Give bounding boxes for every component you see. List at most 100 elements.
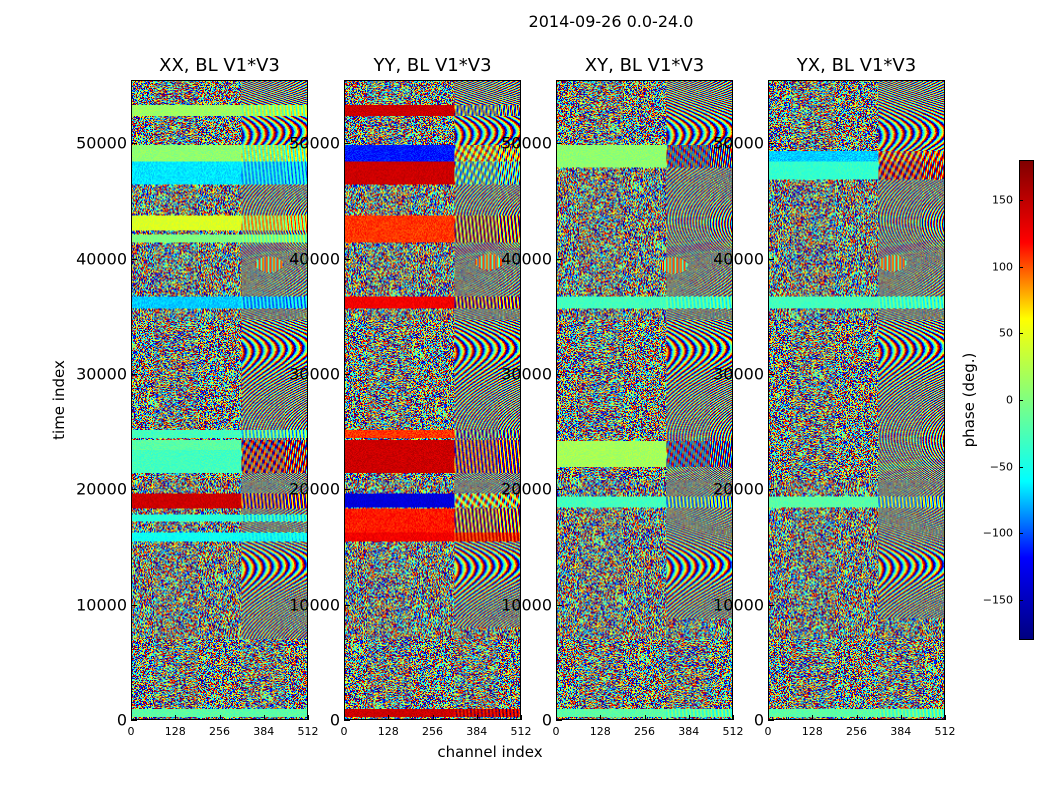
x-tick-mark (689, 715, 690, 720)
x-tick-label: 256 (846, 725, 867, 738)
y-tick-mark (131, 143, 137, 144)
x-tick-label: 128 (164, 725, 186, 738)
y-tick-label: 10000 (501, 595, 552, 615)
y-tick-label: 40000 (76, 249, 127, 269)
y-tick-mark (131, 489, 137, 490)
y-tick-mark (556, 259, 562, 260)
x-tick-label: 256 (422, 725, 443, 738)
y-tick-label: 40000 (289, 249, 340, 269)
x-tick-mark (220, 715, 221, 720)
x-tick-label: 0 (552, 725, 560, 738)
colorbar-tick-label: 150 (992, 193, 1013, 207)
x-tick-label: 256 (634, 725, 655, 738)
y-tick-label: 50000 (76, 133, 127, 153)
x-tick-label: 512 (510, 725, 532, 738)
x-tick-label: 512 (722, 725, 744, 738)
x-tick-label: 384 (253, 725, 275, 738)
x-tick-mark (433, 715, 434, 720)
phase-heatmap (131, 80, 308, 720)
x-axis-label: channel index (437, 743, 543, 761)
colorbar-label: phase (deg.) (960, 352, 978, 448)
x-tick-label: 128 (801, 725, 823, 738)
y-tick-mark (556, 143, 562, 144)
x-tick-mark (308, 715, 309, 720)
x-tick-label: 0 (127, 725, 135, 738)
x-tick-mark (344, 715, 345, 720)
y-tick-label: 30000 (289, 364, 340, 384)
colorbar-tick-mark (1019, 600, 1023, 601)
x-tick-mark (812, 715, 813, 720)
colorbar-tick-label: −100 (982, 526, 1013, 540)
y-tick-label: 10000 (76, 595, 127, 615)
colorbar-tick-mark (1019, 533, 1023, 534)
colorbar-tick-label: −50 (989, 460, 1013, 474)
y-tick-mark (556, 489, 562, 490)
y-tick-mark (768, 143, 774, 144)
x-tick-mark (131, 715, 132, 720)
y-tick-label: 0 (753, 710, 764, 730)
phase-heatmap (556, 80, 733, 720)
x-tick-mark (388, 715, 389, 720)
x-tick-mark (477, 715, 478, 720)
figure-title: 2014-09-26 0.0-24.0 (528, 12, 694, 31)
y-tick-mark (556, 605, 562, 606)
y-tick-mark (768, 259, 774, 260)
y-axis-label: time index (50, 360, 68, 440)
y-tick-mark (768, 605, 774, 606)
y-tick-label: 40000 (501, 249, 552, 269)
y-tick-label: 30000 (713, 364, 764, 384)
y-tick-mark (556, 374, 562, 375)
y-tick-mark (344, 374, 350, 375)
y-tick-mark (131, 605, 137, 606)
x-tick-mark (901, 715, 902, 720)
y-tick-mark (131, 720, 137, 721)
x-tick-mark (600, 715, 601, 720)
phase-heatmap (344, 80, 521, 720)
y-tick-mark (344, 605, 350, 606)
y-tick-label: 0 (329, 710, 340, 730)
x-tick-mark (175, 715, 176, 720)
x-tick-label: 512 (934, 725, 956, 738)
x-tick-mark (645, 715, 646, 720)
y-tick-mark (131, 259, 137, 260)
y-tick-label: 20000 (289, 479, 340, 499)
colorbar-tick-label: 50 (999, 326, 1013, 340)
colorbar-tick-label: −150 (982, 593, 1013, 607)
x-tick-label: 384 (678, 725, 700, 738)
colorbar-tick-mark (1019, 333, 1023, 334)
x-tick-label: 128 (377, 725, 399, 738)
x-tick-label: 256 (209, 725, 230, 738)
x-tick-mark (945, 715, 946, 720)
colorbar-tick-mark (1019, 467, 1023, 468)
x-tick-mark (264, 715, 265, 720)
x-tick-label: 0 (340, 725, 348, 738)
x-tick-label: 0 (764, 725, 772, 738)
y-tick-label: 0 (116, 710, 127, 730)
colorbar-tick-mark (1019, 267, 1023, 268)
y-tick-label: 0 (541, 710, 552, 730)
y-tick-mark (768, 374, 774, 375)
y-tick-label: 10000 (713, 595, 764, 615)
y-tick-label: 20000 (501, 479, 552, 499)
x-tick-label: 128 (589, 725, 611, 738)
y-tick-mark (556, 720, 562, 721)
y-tick-mark (131, 374, 137, 375)
x-tick-label: 512 (297, 725, 319, 738)
panel-title: YX, BL V1*V3 (796, 55, 917, 76)
x-tick-mark (556, 715, 557, 720)
colorbar-tick-mark (1019, 200, 1023, 201)
y-tick-mark (344, 143, 350, 144)
panel-title: XX, BL V1*V3 (159, 55, 280, 76)
panel-title: YY, BL V1*V3 (373, 55, 492, 76)
y-tick-label: 50000 (501, 133, 552, 153)
y-tick-mark (768, 489, 774, 490)
y-tick-label: 50000 (713, 133, 764, 153)
y-tick-label: 20000 (713, 479, 764, 499)
x-tick-label: 384 (890, 725, 912, 738)
y-tick-mark (344, 489, 350, 490)
y-tick-label: 30000 (501, 364, 552, 384)
y-tick-label: 30000 (76, 364, 127, 384)
colorbar-tick-label: 0 (1006, 393, 1013, 407)
y-tick-mark (344, 720, 350, 721)
